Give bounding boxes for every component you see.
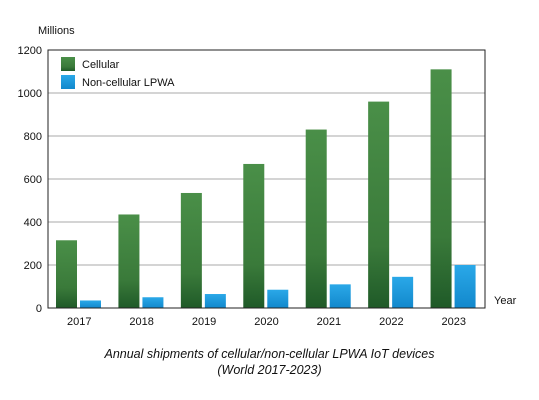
bar-cellular-2017 <box>56 240 77 308</box>
plot-frame <box>47 49 486 309</box>
bars <box>56 69 476 308</box>
legend-swatch-noncellular <box>61 75 75 89</box>
x-axis-ticks: 2017 2018 2019 2020 2021 2022 2023 <box>67 316 466 328</box>
bar-cellular-2022 <box>368 101 390 308</box>
x-tick-label: 2017 <box>67 316 91 328</box>
y-tick-label: 800 <box>24 131 42 143</box>
y-tick-label: 400 <box>24 217 42 229</box>
bar-cellular-2019 <box>180 192 202 308</box>
y-tick-label: 1200 <box>18 45 42 57</box>
bar-cellular-2023 <box>430 69 452 308</box>
x-tick-label: 2019 <box>192 316 216 328</box>
x-tick-label: 2020 <box>254 316 278 328</box>
y-axis-ticks: 0 200 400 600 800 1000 1200 <box>18 45 42 315</box>
bar-noncellular-2022 <box>392 276 414 308</box>
bar-noncellular-2023 <box>454 265 476 308</box>
y-tick-label: 1000 <box>18 88 42 100</box>
bar-cellular-2021 <box>305 129 327 308</box>
y-tick-label: 600 <box>24 174 42 186</box>
bar-noncellular-2020 <box>267 289 289 308</box>
gridlines <box>48 92 485 266</box>
legend-label-cellular: Cellular <box>82 59 120 71</box>
x-tick-label: 2021 <box>317 316 341 328</box>
bar-cellular-2020 <box>243 163 265 308</box>
y-tick-label: 0 <box>36 303 42 315</box>
y-tick-label: 200 <box>24 260 42 272</box>
legend-swatch-cellular <box>61 57 75 71</box>
bar-cellular-2018 <box>118 214 140 308</box>
bar-noncellular-2019 <box>204 294 226 308</box>
chart-title: Annual shipments of cellular/non-cellula… <box>104 347 435 361</box>
bar-noncellular-2018 <box>142 297 164 308</box>
bar-noncellular-2021 <box>329 284 351 308</box>
x-tick-label: 2018 <box>129 316 153 328</box>
legend-label-noncellular: Non-cellular LPWA <box>82 77 175 89</box>
x-tick-label: 2022 <box>379 316 403 328</box>
x-axis-label: Year <box>494 295 517 307</box>
legend: Cellular Non-cellular LPWA <box>61 57 175 89</box>
y-axis-unit-label: Millions <box>38 25 75 37</box>
chart-subtitle: (World 2017-2023) <box>217 363 322 377</box>
x-tick-label: 2023 <box>442 316 466 328</box>
bar-noncellular-2017 <box>80 300 101 308</box>
